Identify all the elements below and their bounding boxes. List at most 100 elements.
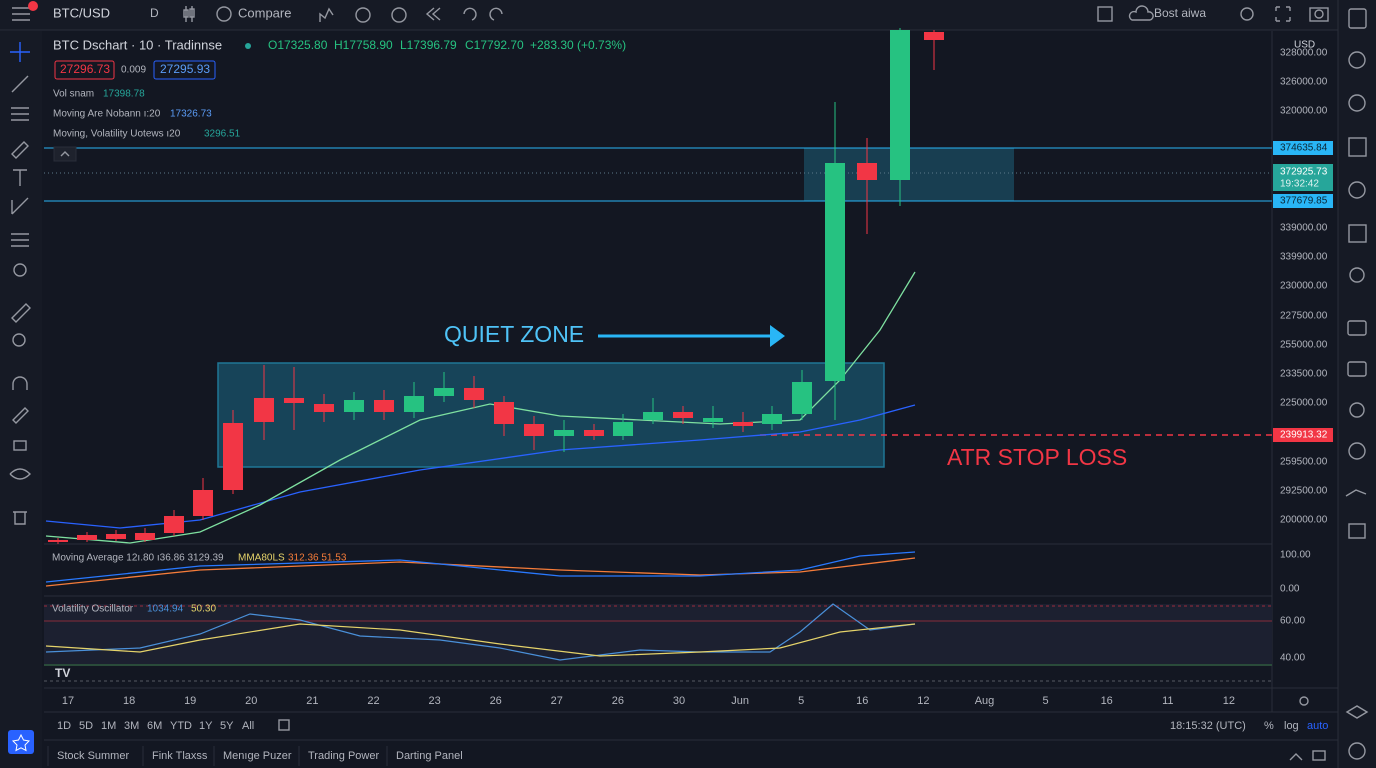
time-label: 18 xyxy=(123,695,135,707)
drawing-tools[interactable] xyxy=(9,42,31,525)
buy-price[interactable]: 27295.93 xyxy=(160,62,210,76)
panel-tab[interactable]: Fink Tlaxss xyxy=(152,750,208,762)
panel-tab[interactable]: Darting Panel xyxy=(396,750,463,762)
candle-body xyxy=(524,424,544,436)
price-label: 320000.00 xyxy=(1280,106,1328,117)
price-badge xyxy=(1273,428,1333,442)
indicator-value: 17398.78 xyxy=(103,89,145,100)
chevron xyxy=(60,151,70,157)
range-button[interactable]: 1Y xyxy=(199,720,213,732)
time-label: Jun xyxy=(731,695,749,707)
range-button[interactable]: 6M xyxy=(147,720,162,732)
account[interactable]: Bost aiwa xyxy=(1154,6,1206,20)
candle-body xyxy=(494,402,514,424)
price-label: 233500.00 xyxy=(1280,369,1328,380)
collapse-button[interactable] xyxy=(53,146,77,162)
price-label: 0.00 xyxy=(1280,584,1300,595)
candle-body xyxy=(924,32,944,40)
range-button[interactable]: 3M xyxy=(124,720,139,732)
time-label: 5 xyxy=(798,695,804,707)
range-button[interactable]: 5Y xyxy=(220,720,234,732)
settings-icon[interactable] xyxy=(1299,696,1309,706)
pane3-value: 1034.94 xyxy=(147,604,184,615)
sell-box[interactable] xyxy=(54,60,115,80)
time-label: 19 xyxy=(184,695,196,707)
moving-average xyxy=(45,271,916,544)
time-label: 26 xyxy=(490,695,502,707)
price-label: 230000.00 xyxy=(1280,281,1328,292)
scale-button[interactable]: log xyxy=(1284,720,1299,732)
scale-button[interactable]: % xyxy=(1264,720,1274,732)
status-dot xyxy=(245,43,251,49)
price-label: 200000.00 xyxy=(1280,515,1328,526)
candles xyxy=(48,28,944,544)
candle-body xyxy=(48,540,68,542)
candle-body xyxy=(284,398,304,403)
price-badge-text: 372925.73 xyxy=(1280,167,1328,178)
time-label: 16 xyxy=(856,695,868,707)
sell-price[interactable]: 27296.73 xyxy=(60,62,110,76)
ohlc-value: O17325.80 xyxy=(268,38,328,52)
ohlc-value: H17758.90 xyxy=(334,38,393,52)
candle-body xyxy=(77,535,97,540)
chart-title: BTC Dschart · 10 · Tradinnse xyxy=(53,37,222,52)
candles-icon[interactable] xyxy=(183,6,195,22)
candle-body xyxy=(254,398,274,422)
menu-icon[interactable] xyxy=(12,7,30,21)
oscillator-line xyxy=(45,623,916,657)
price-label: 60.00 xyxy=(1280,616,1305,627)
expand-icon[interactable] xyxy=(1289,753,1303,761)
date-range-icon[interactable] xyxy=(278,719,290,731)
logo: TV xyxy=(55,666,70,680)
panel-tab[interactable]: Trading Power xyxy=(308,750,379,762)
candle-body xyxy=(703,418,723,422)
favorite-button[interactable] xyxy=(8,730,34,754)
range-button[interactable]: 1D xyxy=(57,720,71,732)
top-bar xyxy=(0,0,1376,30)
range-button[interactable]: 5D xyxy=(79,720,93,732)
price-label: 40.00 xyxy=(1280,653,1305,664)
panel-tab[interactable]: Menıge Puzer xyxy=(223,750,292,762)
price-label: 100.00 xyxy=(1280,550,1311,561)
bottom-bar: 1D 5D 1M 3M 6M YTD 1Y 5Y All% log auto Stock Summer… xyxy=(47,720,1328,766)
price-badge xyxy=(1273,141,1333,155)
pane2-title: Moving Average 12ı.80 ı36.86 3129.39 xyxy=(52,553,224,564)
countdown: 19:32:42 xyxy=(1280,179,1319,190)
price-label: 259500.00 xyxy=(1280,457,1328,468)
range-button[interactable]: YTD xyxy=(170,720,192,732)
pane3-title: Volatility Oscillator xyxy=(52,604,134,615)
compare-icon[interactable] xyxy=(216,6,232,22)
maximize-icon[interactable] xyxy=(1312,750,1326,761)
panel-tab[interactable]: Stock Summer xyxy=(57,750,129,762)
candle-body xyxy=(733,422,753,426)
candle-body xyxy=(223,423,243,490)
tool-icons[interactable] xyxy=(319,5,1329,23)
time-label: 22 xyxy=(367,695,379,707)
range-button[interactable]: All xyxy=(242,720,254,732)
price-badge-text: 239913.32 xyxy=(1280,430,1328,441)
indicators: Vol snam 17398.78 Moving Are Nobann ı:20 17… xyxy=(53,89,241,140)
price-label: 339000.00 xyxy=(1280,223,1328,234)
price-axis: 328000.00 326000.00 320000.00 339000.00 3399… xyxy=(1280,48,1328,664)
currency[interactable]: USD xyxy=(1294,40,1315,51)
moving-average xyxy=(45,404,916,529)
buy-box[interactable] xyxy=(153,60,216,80)
time-label: 30 xyxy=(673,695,685,707)
range-button[interactable]: 1M xyxy=(101,720,116,732)
time-label: 21 xyxy=(306,695,318,707)
candle-body xyxy=(344,400,364,412)
interval[interactable]: D xyxy=(150,6,159,20)
candle-body xyxy=(135,533,155,540)
scale-button[interactable]: auto xyxy=(1307,720,1328,732)
candle-body xyxy=(434,388,454,396)
symbol[interactable]: BTC/USD xyxy=(53,5,110,20)
sidebar-icons[interactable] xyxy=(1345,8,1369,760)
time-label: 12 xyxy=(917,695,929,707)
candle-body xyxy=(857,163,877,180)
candle-body xyxy=(825,163,845,381)
indicator-name: Moving, Volatility Uotews ı20 xyxy=(53,129,181,140)
price-badge xyxy=(1273,194,1333,208)
time-label: 16 xyxy=(1101,695,1113,707)
compare[interactable]: Compare xyxy=(238,5,291,20)
